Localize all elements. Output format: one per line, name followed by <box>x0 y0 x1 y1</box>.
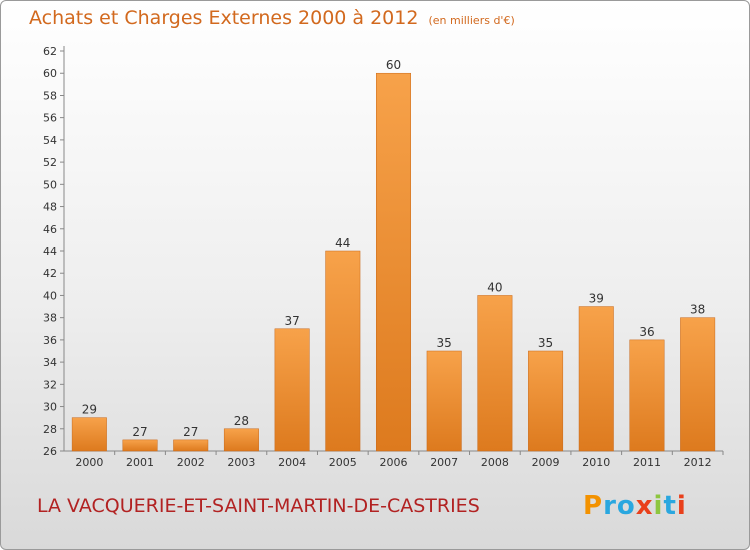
x-tick-label-2011: 2011 <box>633 456 661 469</box>
bar-2007 <box>426 350 462 452</box>
proxiti-logo-letter: t <box>663 491 677 521</box>
y-tick-label: 56 <box>43 112 57 125</box>
data-label-2006: 60 <box>386 58 401 72</box>
bar-2002 <box>173 439 209 452</box>
y-tick-label: 36 <box>43 334 57 347</box>
x-tick-label-2002: 2002 <box>177 456 205 469</box>
y-tick-label: 48 <box>43 201 57 214</box>
y-tick-label: 52 <box>43 156 57 169</box>
y-tick-label: 32 <box>43 378 57 391</box>
y-tick-label: 46 <box>43 223 57 236</box>
bar-2005 <box>325 250 361 452</box>
bar-2006 <box>376 72 411 452</box>
data-label-2003: 28 <box>234 414 249 428</box>
proxiti-logo-letter: i <box>653 491 664 521</box>
data-label-2011: 36 <box>639 325 654 339</box>
proxiti-logo-letter: P <box>583 491 604 521</box>
y-tick-label: 58 <box>43 89 57 102</box>
y-tick-label: 50 <box>43 178 57 191</box>
bars <box>71 72 716 452</box>
proxiti-logo-letter: o <box>616 491 636 521</box>
y-tick-label: 60 <box>43 67 57 80</box>
y-tick-label: 62 <box>43 45 57 58</box>
bar-2008 <box>477 295 513 452</box>
x-axis: 2000 2001 2002 2003 2004 2005 2006 2007 2008 2009… <box>64 450 724 469</box>
y-tick-label: 54 <box>43 134 57 147</box>
data-label-2009: 35 <box>538 336 553 350</box>
bar-2009 <box>528 350 564 452</box>
x-tick-label-2009: 2009 <box>532 456 560 469</box>
x-tick-label-2003: 2003 <box>227 456 255 469</box>
data-label-2005: 44 <box>335 236 350 250</box>
x-tick-label-2000: 2000 <box>75 456 103 469</box>
data-label-2000: 29 <box>82 403 97 417</box>
proxiti-logo: Proxiti <box>583 491 687 521</box>
x-tick-label-2008: 2008 <box>481 456 509 469</box>
x-tick-label-2010: 2010 <box>582 456 610 469</box>
x-tick-label-2001: 2001 <box>126 456 154 469</box>
proxiti-logo-letter: r <box>603 491 617 521</box>
data-label-2012: 38 <box>690 303 705 317</box>
x-tick-label-2005: 2005 <box>329 456 357 469</box>
y-tick-label: 38 <box>43 312 57 325</box>
bar-2004 <box>274 328 310 452</box>
x-tick-label-2006: 2006 <box>380 456 408 469</box>
bar-2011 <box>629 339 665 452</box>
y-tick-label: 34 <box>43 356 57 369</box>
data-label-2008: 40 <box>487 280 502 294</box>
chart-subtitle: (en milliers d'€) <box>428 14 515 27</box>
bar-2010 <box>578 306 614 452</box>
y-axis: 26 28 30 32 34 36 38 40 42 44 46 48 50 52 54 56 58 60 62 <box>43 45 65 458</box>
chart-title-text: Achats et Charges Externes 2000 à 2012 <box>29 7 419 29</box>
bar-2012 <box>680 317 716 452</box>
data-label-2004: 37 <box>284 314 299 328</box>
x-tick-label-2004: 2004 <box>278 456 306 469</box>
chart-title: Achats et Charges Externes 2000 à 2012 (e… <box>29 7 515 29</box>
proxiti-logo-letter: i <box>676 491 687 521</box>
bar-2003 <box>223 428 259 452</box>
y-tick-label: 44 <box>43 245 57 258</box>
x-tick-label-2007: 2007 <box>430 456 458 469</box>
bar-2000 <box>71 417 107 452</box>
y-tick-label: 40 <box>43 289 57 302</box>
data-label-2007: 35 <box>437 336 452 350</box>
commune-name: LA VACQUERIE-ET-SAINT-MARTIN-DE-CASTRIES <box>37 495 480 517</box>
data-label-2010: 39 <box>589 292 604 306</box>
y-tick-label: 26 <box>43 445 57 458</box>
data-labels: 29 27 27 28 37 44 60 35 40 35 39 36 38 <box>82 58 706 439</box>
y-tick-label: 28 <box>43 423 57 436</box>
data-label-2001: 27 <box>132 425 147 439</box>
data-label-2002: 27 <box>183 425 198 439</box>
x-tick-label-2012: 2012 <box>684 456 712 469</box>
proxiti-logo-letter: x <box>635 491 654 521</box>
y-tick-label: 30 <box>43 401 57 414</box>
y-tick-label: 42 <box>43 267 57 280</box>
bar-2001 <box>122 439 158 452</box>
